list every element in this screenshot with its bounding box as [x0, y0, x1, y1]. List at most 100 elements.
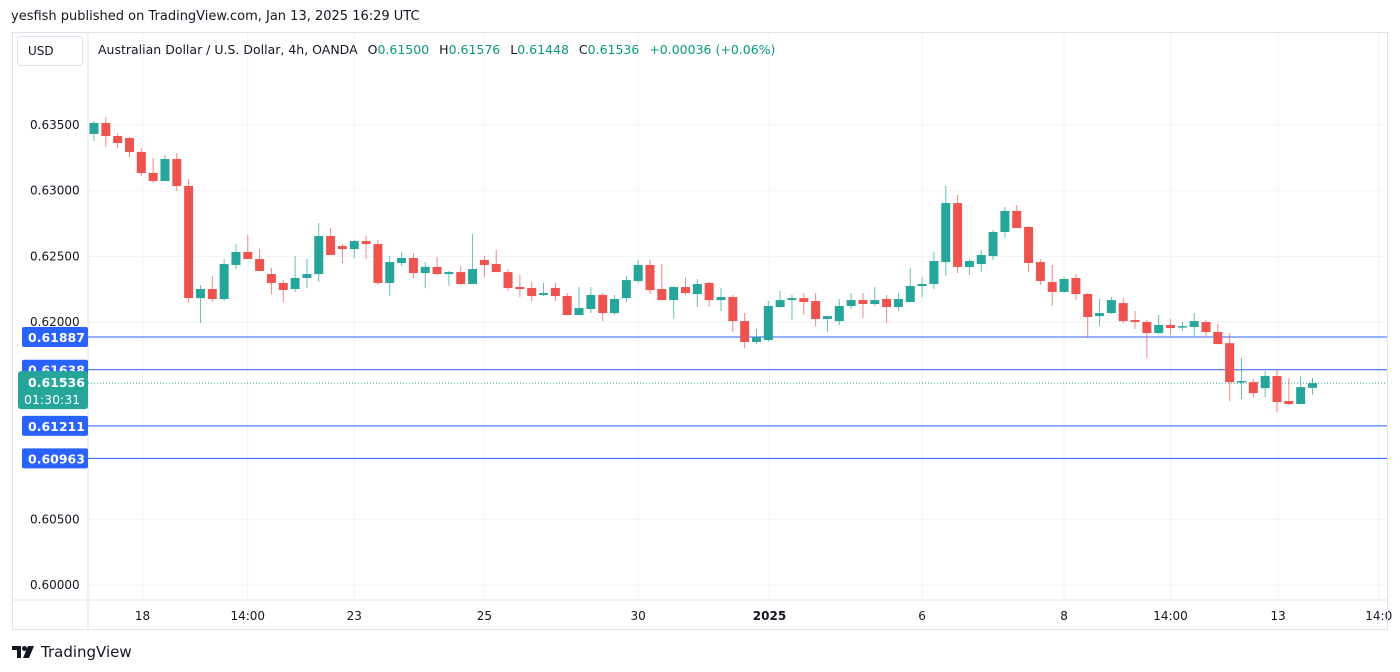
candle	[645, 259, 655, 295]
low-label: L	[510, 42, 518, 57]
candle	[704, 282, 714, 308]
candle	[905, 267, 915, 303]
candle-body	[184, 185, 194, 299]
candle-body	[929, 261, 939, 285]
candle	[1000, 207, 1010, 239]
published-caption: yesfish published on TradingView.com, Ja…	[11, 9, 420, 24]
high-value: 0.61576	[448, 42, 501, 57]
candle	[1142, 320, 1152, 359]
candle	[539, 282, 549, 296]
candle	[822, 316, 832, 332]
candle-body	[657, 289, 667, 301]
candle	[397, 251, 407, 267]
time-tick-label: 14:0	[1365, 609, 1392, 623]
current-price-tag	[18, 371, 88, 410]
candle	[1189, 313, 1199, 337]
candle-body	[124, 138, 134, 152]
candle	[1272, 369, 1282, 413]
candle-body	[1142, 322, 1152, 334]
candle	[278, 280, 288, 303]
candle-body	[1260, 376, 1270, 389]
candle	[1296, 376, 1306, 405]
candle	[976, 249, 986, 273]
symbol-name: Australian Dollar / U.S. Dollar, 4h, OAN…	[98, 42, 358, 57]
candle	[1213, 323, 1223, 345]
candle-body	[704, 282, 714, 301]
candle	[882, 294, 892, 324]
candle-body	[397, 258, 407, 263]
candle-body	[834, 305, 844, 322]
candle-body	[1213, 332, 1223, 345]
candle-body	[337, 246, 347, 250]
price-tick-label: 0.60000	[30, 578, 80, 592]
candle	[1177, 322, 1187, 331]
candle-body	[799, 298, 809, 303]
candle	[1024, 226, 1034, 273]
candle-body	[1154, 325, 1164, 334]
candle-body	[231, 251, 241, 265]
candle-body	[432, 266, 442, 275]
candle	[1106, 297, 1116, 314]
candle	[1059, 277, 1069, 293]
candle-body	[669, 287, 679, 301]
candle	[420, 262, 430, 289]
candle-body	[550, 287, 560, 296]
level-tag-label: 0.61211	[28, 419, 85, 434]
price-axis: 0.63500 0.63000 0.62500 0.62000 0.60500 0.600…	[30, 118, 80, 592]
candle-body	[148, 172, 158, 181]
candle-body	[290, 277, 300, 290]
candle-body	[479, 259, 489, 265]
time-tick-label: 14:00	[230, 609, 265, 623]
candle	[113, 133, 123, 148]
candle	[160, 154, 170, 181]
candle-body	[1095, 313, 1105, 317]
candle	[1095, 299, 1105, 327]
candle	[621, 276, 631, 303]
candle-body	[941, 203, 951, 263]
candle-body	[1059, 279, 1069, 292]
candle	[432, 256, 442, 275]
candle-body	[562, 295, 572, 316]
candle-body	[207, 289, 217, 300]
time-axis: 18 14:00 23 25 30 2025 6 8 14:00 13 14:0	[135, 609, 1392, 623]
candle-body	[692, 284, 702, 295]
candle-body	[1000, 210, 1010, 232]
high-label: H	[439, 42, 449, 57]
candle-body	[1307, 383, 1317, 388]
candle	[550, 282, 560, 301]
tradingview-logo[interactable]: TradingView	[12, 643, 132, 661]
candle-body	[882, 299, 892, 308]
candle	[1166, 318, 1176, 336]
level-tag-label: 0.60963	[28, 451, 85, 466]
candle	[337, 244, 347, 263]
candle	[231, 244, 241, 270]
candle-body	[870, 300, 880, 305]
candle	[669, 286, 679, 319]
candle	[1260, 371, 1270, 398]
candle	[610, 294, 620, 316]
time-tick-label: 23	[347, 609, 362, 623]
candle-body	[1083, 294, 1093, 318]
candle	[195, 285, 205, 324]
time-tick-label: 2025	[753, 609, 786, 623]
candle	[834, 299, 844, 326]
candle-body	[917, 284, 927, 286]
candle-body	[1106, 300, 1116, 314]
candle-body	[278, 282, 288, 291]
candle	[763, 300, 773, 342]
candle-body	[1296, 387, 1306, 405]
candle-body	[302, 274, 312, 278]
candle	[266, 267, 276, 295]
candle-body	[645, 264, 655, 291]
candle-body	[740, 321, 750, 342]
candle	[775, 290, 785, 309]
current-price-label: 0.61536	[28, 375, 85, 390]
candle	[586, 287, 596, 314]
candle	[858, 292, 868, 319]
candle-body	[1225, 343, 1235, 383]
candle-body	[255, 259, 265, 272]
candle-body	[1047, 282, 1057, 292]
currency-button[interactable]: USD	[17, 36, 83, 66]
countdown-label: 01:30:31	[24, 392, 80, 407]
